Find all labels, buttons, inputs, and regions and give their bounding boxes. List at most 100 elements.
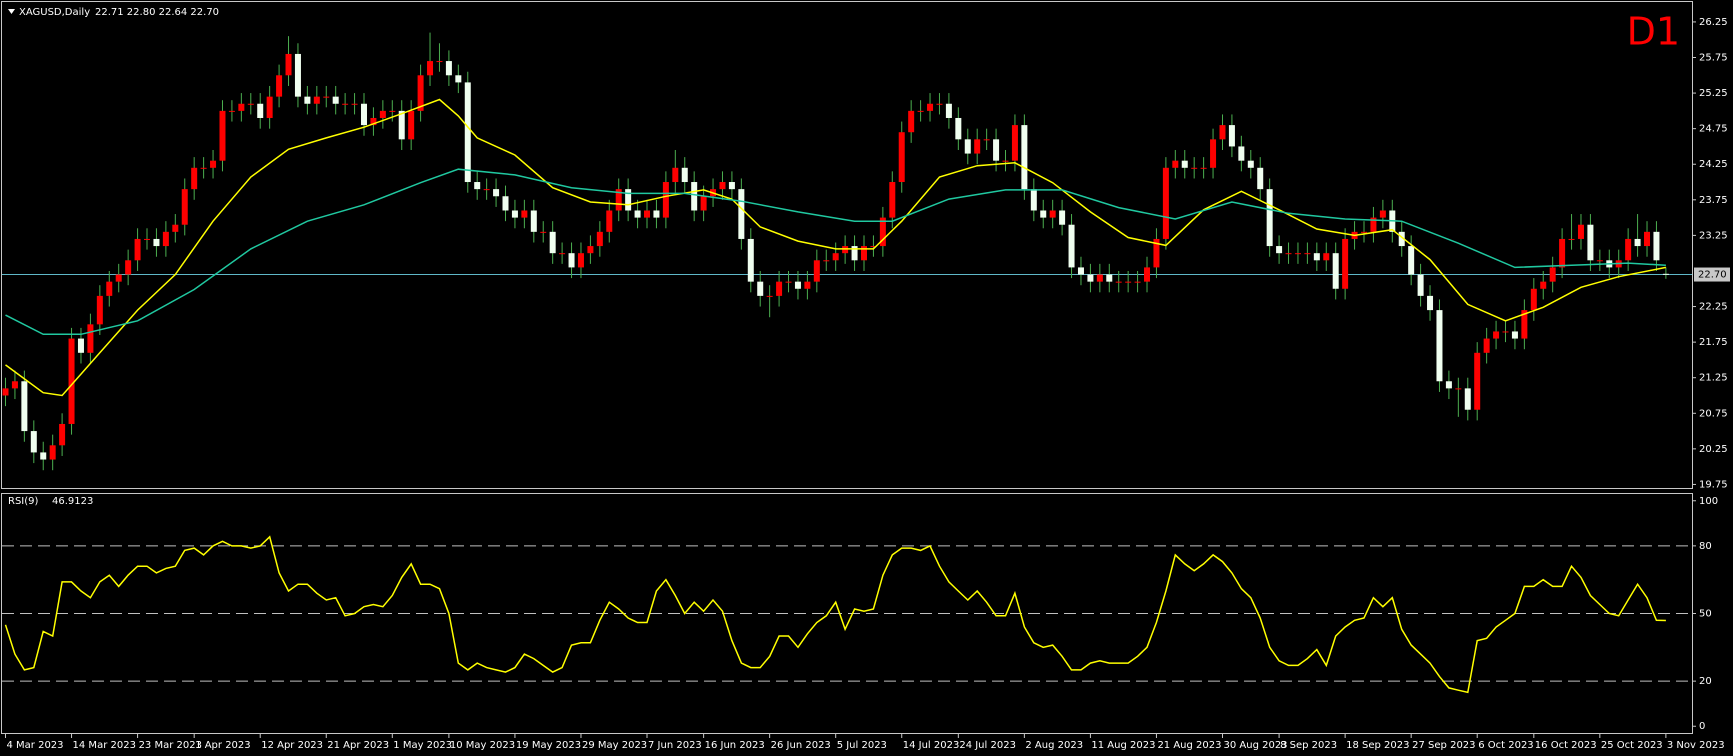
x-tick-label: 8 Sep 2023 (1280, 740, 1337, 751)
candle-body (898, 132, 905, 183)
candle-body (144, 238, 151, 240)
candle-body (766, 295, 773, 297)
candle-body (804, 281, 811, 289)
candle-body (1011, 125, 1018, 161)
candle-body (474, 182, 481, 190)
candle-body (615, 189, 622, 211)
candle-body (1587, 224, 1594, 261)
candle-body (653, 210, 660, 218)
candle-body (521, 210, 528, 218)
candle-body (1464, 388, 1471, 410)
y-tick-label: 100 (1699, 496, 1718, 507)
candle-body (351, 103, 358, 105)
x-tick-label: 19 May 2023 (516, 740, 581, 751)
candle-body (955, 117, 962, 140)
x-tick-label: 23 Mar 2023 (139, 740, 202, 751)
candle-body (219, 110, 226, 161)
rsi-value: 46.9123 (52, 496, 93, 507)
candle-body (1398, 231, 1405, 247)
x-tick-label: 1 May 2023 (393, 740, 452, 751)
candle-body (879, 217, 886, 247)
menu-arrow[interactable] (8, 9, 15, 14)
candle-body (1417, 274, 1424, 296)
candle-body (162, 231, 169, 247)
moving-average (5, 168, 1666, 336)
x-tick-label: 26 Jun 2023 (771, 740, 831, 751)
rsi-title: RSI(9) (8, 496, 39, 507)
candle-body (794, 281, 801, 289)
chart-title: XAGUSD,Daily (19, 7, 90, 18)
candle-body (908, 110, 915, 133)
x-tick-label: 25 Oct 2023 (1601, 740, 1663, 751)
candle-body (11, 381, 18, 389)
candle-body (1294, 253, 1301, 255)
candle-body (181, 189, 188, 225)
candle-body (1115, 281, 1122, 283)
candle-body (1304, 253, 1311, 255)
candle-body (257, 103, 264, 118)
candle-body (889, 182, 896, 218)
candle-body (1200, 167, 1207, 169)
candle-body (1276, 246, 1283, 254)
candle-body (87, 324, 94, 353)
candle-body (455, 75, 462, 83)
candle-body (993, 139, 1000, 161)
candle-body (445, 61, 452, 76)
candle-body (511, 210, 518, 218)
candle-body (1049, 210, 1056, 218)
candle-body (436, 61, 443, 63)
timeframe-label: D1 (1627, 10, 1680, 54)
x-tick-label: 24 Jul 2023 (959, 740, 1016, 751)
y-tick-label: 26.25 (1699, 17, 1728, 28)
candle-body (1493, 331, 1500, 339)
price-label: 22.70 (1698, 270, 1727, 281)
candle-body (200, 167, 207, 169)
candle-body (68, 338, 75, 424)
candle-body (1077, 267, 1084, 275)
y-tick-label: 20.75 (1699, 408, 1728, 419)
x-tick-label: 16 Jun 2023 (705, 740, 765, 751)
candle-body (757, 281, 764, 296)
candle-body (1266, 189, 1273, 247)
candle-body (1502, 331, 1509, 333)
candle-body (1370, 217, 1377, 232)
candle-body (917, 110, 924, 112)
candle-body (1511, 331, 1518, 339)
candle-body (813, 260, 820, 282)
candle-body (247, 103, 254, 105)
candle-body (1379, 210, 1386, 218)
candle-body (370, 117, 377, 126)
candle-body (417, 75, 424, 111)
candle-body (860, 246, 867, 261)
candle-body (1530, 288, 1537, 311)
x-tick-label: 18 Sep 2023 (1346, 740, 1409, 751)
candle-body (1474, 352, 1481, 410)
x-tick-label: 12 Apr 2023 (261, 740, 323, 751)
candle-body (1360, 231, 1367, 233)
x-tick-label: 29 May 2023 (582, 740, 647, 751)
price-label-box (1694, 267, 1730, 282)
candle-body (983, 139, 990, 141)
candle-body (728, 182, 735, 190)
candle-body (1228, 125, 1235, 147)
candle-body (549, 231, 556, 254)
candle-body (672, 167, 679, 183)
x-tick-label: 10 May 2023 (450, 740, 515, 751)
y-tick-label: 24.25 (1699, 159, 1728, 170)
candle-body (662, 182, 669, 218)
candle-body (625, 189, 632, 211)
candle-body (1238, 146, 1245, 161)
candle-body (823, 260, 830, 262)
main-panel-frame (1, 1, 1693, 489)
candle-body (1191, 167, 1198, 169)
candle-body (1210, 139, 1217, 168)
candle-body (691, 182, 698, 211)
candle-body (1342, 238, 1349, 289)
candle-body (851, 246, 858, 261)
candle-body (577, 253, 584, 268)
candle-body (1436, 310, 1443, 382)
candle-body (1087, 274, 1094, 282)
candle-body (106, 281, 113, 296)
y-tick-label: 21.25 (1699, 373, 1728, 384)
candle-body (1068, 224, 1075, 268)
